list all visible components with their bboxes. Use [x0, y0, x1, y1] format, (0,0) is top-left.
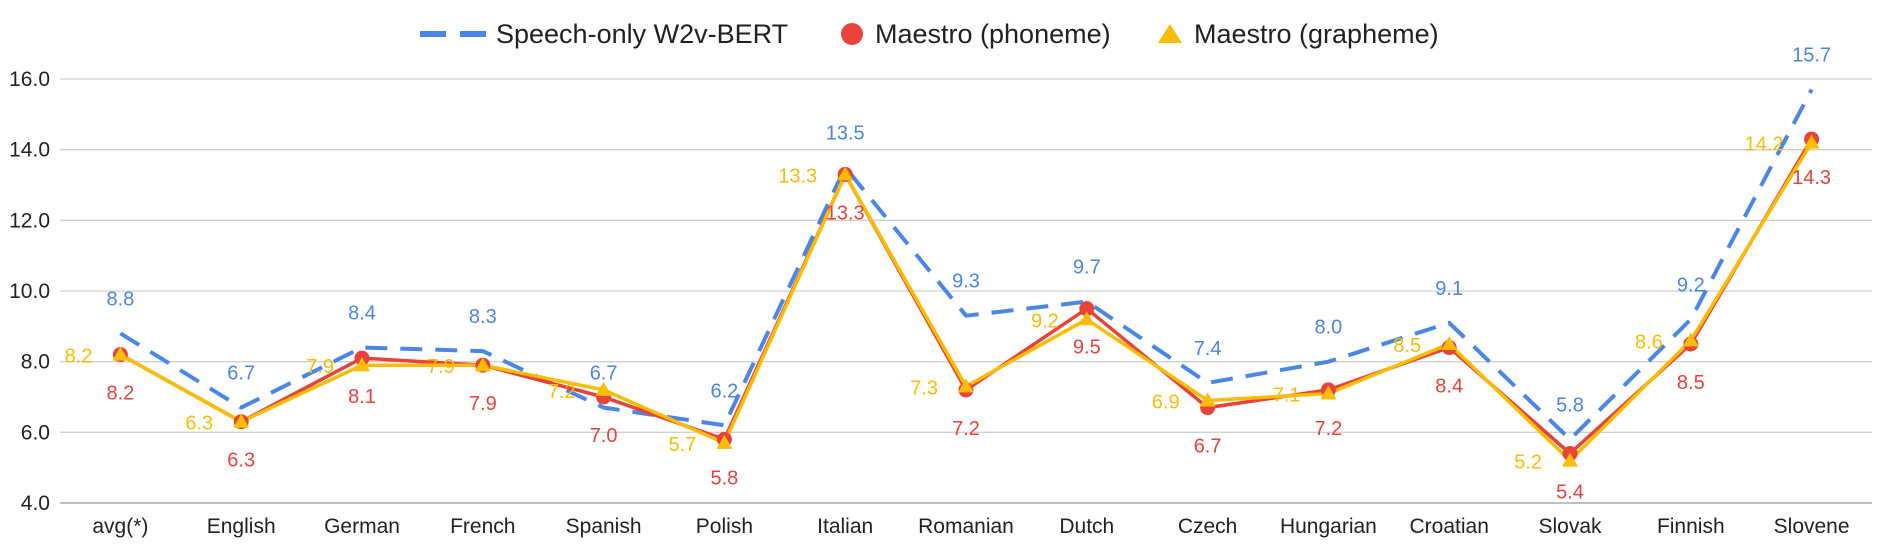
data-label: 7.2 [1314, 418, 1342, 440]
point-marker [112, 346, 129, 361]
y-tick-label: 4.0 [21, 492, 50, 515]
series-line-0 [119, 88, 1814, 442]
y-tick-label: 8.0 [21, 351, 50, 374]
x-tick-label: Slovak [1538, 515, 1602, 538]
data-label: 8.0 [1314, 317, 1342, 339]
series-markers [112, 131, 1820, 467]
data-label: 8.4 [1435, 376, 1463, 398]
point-marker [354, 357, 370, 372]
data-label: 8.6 [1635, 331, 1663, 353]
x-tick-label: avg(*) [92, 515, 148, 538]
data-label: 5.8 [1556, 394, 1584, 416]
y-tick-label: 12.0 [9, 209, 50, 232]
data-label: 7.1 [1273, 384, 1301, 406]
data-label: 6.9 [1152, 392, 1180, 414]
x-axis: avg(*) English German French Spanish Polish It… [92, 515, 1849, 538]
data-label: 14.3 [1792, 167, 1831, 189]
point-marker [474, 357, 491, 372]
x-tick-label: Czech [1178, 515, 1238, 538]
data-label: 14.2 [1745, 134, 1784, 156]
data-label: 6.3 [227, 450, 255, 472]
point-marker [837, 166, 854, 181]
data-label: 7.9 [306, 356, 334, 378]
point-marker [1441, 336, 1458, 350]
point-marker [1078, 311, 1095, 326]
y-tick-label: 14.0 [9, 139, 50, 162]
data-label: 6.7 [590, 363, 618, 385]
point-marker [1803, 134, 1820, 149]
data-label: 9.5 [1073, 337, 1101, 359]
data-label: 9.3 [952, 271, 980, 293]
gridlines [60, 78, 1872, 504]
data-label: 6.3 [185, 413, 213, 435]
point-marker [233, 413, 250, 428]
data-label: 5.4 [1556, 482, 1584, 504]
data-label: 7.2 [548, 381, 576, 403]
data-label: 7.9 [469, 393, 497, 415]
data-label: 7.3 [910, 377, 938, 399]
chart-legend: Speech-only W2v-BERT Maestro (phoneme) M… [420, 19, 1439, 49]
data-label: 6.7 [1194, 436, 1222, 458]
data-label: 9.1 [1435, 278, 1463, 300]
data-label: 13.5 [826, 122, 865, 144]
data-label: 5.7 [669, 434, 697, 456]
y-tick-label: 6.0 [21, 421, 50, 444]
point-marker [1320, 385, 1337, 400]
x-tick-label: German [324, 515, 400, 538]
data-label: 8.5 [1677, 372, 1705, 394]
x-tick-label: Polish [696, 515, 753, 538]
point-marker [1562, 452, 1578, 467]
point-marker [716, 434, 733, 449]
data-label: 8.8 [106, 288, 134, 310]
x-tick-label: Finnish [1657, 515, 1725, 538]
point-marker [1079, 301, 1095, 317]
data-label: 8.2 [65, 346, 93, 368]
data-labels: 8.8 8.2 8.2 6.7 6.3 6.3 8.4 8.1 7.9 8.3 7.9 7.9 6.7 7… [65, 45, 1831, 504]
point-marker [1682, 332, 1699, 347]
x-tick-label: Dutch [1059, 515, 1114, 538]
data-label: 8.5 [1393, 335, 1421, 357]
x-tick-label: French [450, 515, 515, 538]
data-label: 8.1 [348, 386, 376, 408]
data-label: 15.7 [1792, 45, 1831, 67]
x-tick-label: English [207, 515, 276, 538]
data-label: 6.7 [227, 363, 255, 385]
data-label: 8.2 [106, 383, 134, 405]
data-label: 8.4 [348, 303, 376, 325]
x-tick-label: Slovene [1774, 515, 1850, 538]
point-marker [958, 378, 974, 393]
legend-label-w2v-bert: Speech-only W2v-BERT [496, 19, 788, 49]
point-marker [1199, 392, 1216, 407]
point-marker [595, 381, 612, 396]
x-tick-label: Hungarian [1280, 515, 1377, 538]
y-tick-label: 16.0 [9, 68, 50, 91]
legend-swatch-phoneme [841, 23, 863, 45]
x-tick-label: Romanian [918, 515, 1014, 538]
data-label: 13.3 [778, 165, 817, 187]
legend-label-grapheme: Maestro (grapheme) [1194, 19, 1439, 49]
data-label: 8.3 [469, 306, 497, 328]
data-label: 5.2 [1514, 452, 1542, 474]
data-label: 6.2 [710, 380, 738, 402]
data-label: 13.3 [826, 202, 865, 224]
data-label: 7.9 [427, 356, 455, 378]
legend-swatch-grapheme [1158, 24, 1182, 43]
data-label: 9.2 [1031, 310, 1059, 332]
legend-label-phoneme: Maestro (phoneme) [875, 19, 1111, 49]
y-tick-label: 10.0 [9, 280, 50, 303]
data-label: 7.0 [590, 425, 618, 447]
y-axis: 4.0 6.0 8.0 10.0 12.0 14.0 16.0 [9, 68, 50, 515]
x-tick-label: Italian [817, 515, 873, 538]
data-label: 7.2 [952, 418, 980, 440]
data-label: 9.2 [1677, 274, 1705, 296]
data-label: 5.8 [710, 467, 738, 489]
data-label: 7.4 [1194, 338, 1222, 360]
data-label: 9.7 [1073, 257, 1101, 279]
x-tick-label: Spanish [566, 515, 642, 538]
x-tick-label: Croatian [1410, 515, 1489, 538]
